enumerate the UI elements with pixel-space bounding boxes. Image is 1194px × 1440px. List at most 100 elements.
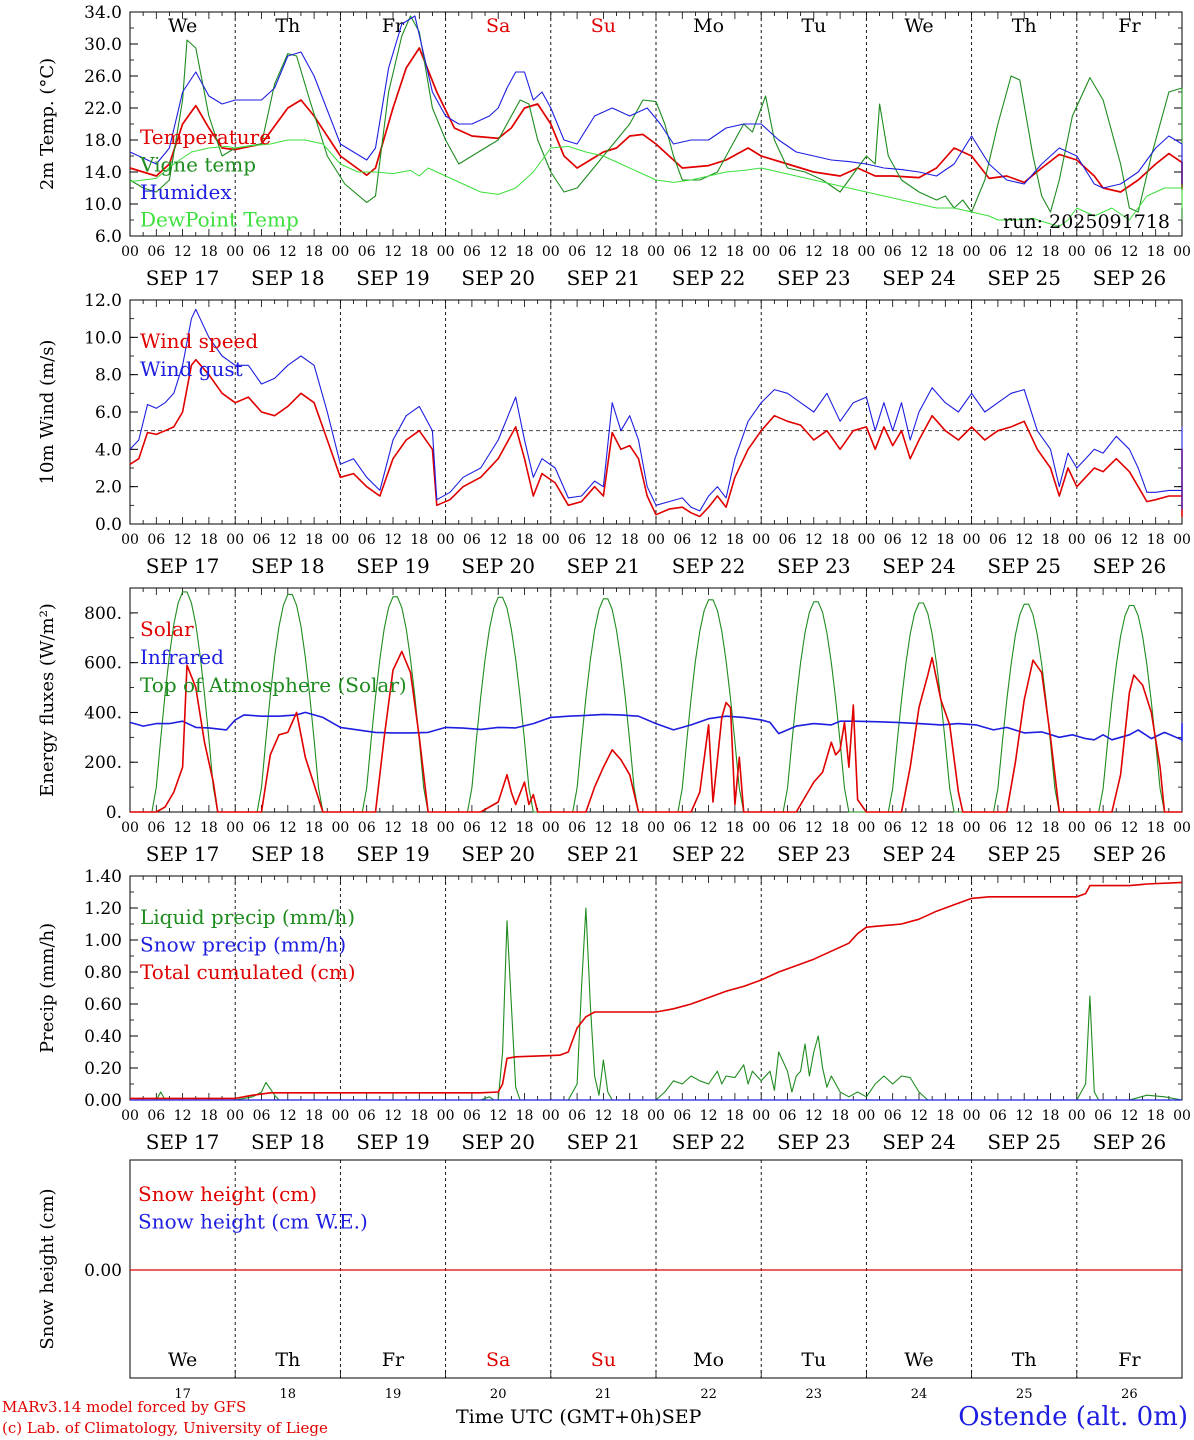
weekday-label: Tu xyxy=(801,1349,826,1371)
hour-tick-label: 00 xyxy=(226,1108,244,1124)
hour-tick-label: 00 xyxy=(1068,820,1086,836)
hour-tick-label: 18 xyxy=(410,820,428,836)
day-number-label: 19 xyxy=(385,1387,402,1402)
hour-tick-label: 06 xyxy=(463,1108,481,1124)
run-label: run: 2025091718 xyxy=(1003,211,1170,233)
date-label: SEP 19 xyxy=(356,266,430,290)
hour-tick-label: 18 xyxy=(621,1108,639,1124)
hour-tick-label: 00 xyxy=(542,532,560,548)
hour-tick-label: 06 xyxy=(568,820,586,836)
hour-tick-label: 00 xyxy=(963,820,981,836)
hour-tick-label: 00 xyxy=(226,244,244,260)
hour-tick-label: 00 xyxy=(331,244,349,260)
panel-energy: 0. 200. 400. 600. 800. Energy fluxes (W/m²) 00… xyxy=(37,587,1191,866)
weekday-label: We xyxy=(904,15,933,37)
hour-tick-label: 18 xyxy=(1147,1108,1165,1124)
y-tick-label: 0. xyxy=(106,803,122,823)
hour-tick-label: 18 xyxy=(621,532,639,548)
hour-tick-label: 12 xyxy=(1120,820,1138,836)
hour-tick-label: 06 xyxy=(989,532,1007,548)
weekday-label: Sa xyxy=(486,1349,510,1371)
hour-tick-label: 06 xyxy=(1094,1108,1112,1124)
hour-tick-label: 06 xyxy=(358,820,376,836)
hour-tick-label: 12 xyxy=(910,532,928,548)
weekday-label: We xyxy=(168,15,197,37)
hour-tick-label: 00 xyxy=(647,1108,665,1124)
weekday-label: Mo xyxy=(693,15,724,37)
hour-tick-label: 06 xyxy=(147,532,165,548)
hour-tick-label: 18 xyxy=(516,532,534,548)
legend-entry: Humidex xyxy=(140,180,232,204)
legend-entry: Vigne temp xyxy=(139,153,256,177)
date-label: SEP 17 xyxy=(146,266,220,290)
hour-tick-label: 12 xyxy=(279,532,297,548)
y-tick-label: 2.0 xyxy=(95,478,122,498)
y-tick-label: 0.40 xyxy=(84,1027,122,1047)
y-tick-label: 10.0 xyxy=(84,328,122,348)
hour-tick-label: 12 xyxy=(594,820,612,836)
hour-tick-label: 12 xyxy=(174,1108,192,1124)
date-label: SEP 24 xyxy=(882,1130,956,1154)
weekday-label: Mo xyxy=(693,1349,724,1371)
y-tick-label: 10.0 xyxy=(84,195,122,215)
hour-tick-label: 18 xyxy=(726,244,744,260)
hour-tick-label: 18 xyxy=(305,820,323,836)
hour-tick-label: 06 xyxy=(253,532,271,548)
hour-tick-label: 12 xyxy=(489,1108,507,1124)
hour-tick-label: 12 xyxy=(594,1108,612,1124)
hour-tick-label: 18 xyxy=(410,244,428,260)
hour-tick-label: 06 xyxy=(253,1108,271,1124)
x-axis-label: Time UTC (GMT+0h)SEP xyxy=(456,1406,701,1428)
hour-tick-label: 18 xyxy=(831,1108,849,1124)
hour-tick-label: 18 xyxy=(516,244,534,260)
hour-tick-label: 00 xyxy=(1173,1108,1191,1124)
hour-tick-label: 12 xyxy=(384,820,402,836)
hour-tick-label: 00 xyxy=(542,820,560,836)
hour-tick-label: 18 xyxy=(726,1108,744,1124)
y-tick-label: 12.0 xyxy=(84,291,122,311)
date-label: SEP 18 xyxy=(251,554,325,578)
hour-tick-label: 00 xyxy=(331,532,349,548)
date-label: SEP 25 xyxy=(987,1130,1061,1154)
hour-tick-label: 18 xyxy=(726,820,744,836)
y-tick-label: 26.0 xyxy=(84,67,122,87)
hour-tick-label: 18 xyxy=(516,1108,534,1124)
date-label: SEP 22 xyxy=(672,266,746,290)
hour-tick-label: 18 xyxy=(726,532,744,548)
y-tick-label: 0.0 xyxy=(95,515,122,535)
hour-tick-label: 12 xyxy=(489,820,507,836)
legend-entry: Snow height (cm) xyxy=(138,1182,317,1206)
y-tick-label: 600. xyxy=(84,654,122,674)
date-label: SEP 22 xyxy=(672,554,746,578)
hour-tick-label: 06 xyxy=(358,244,376,260)
legend-entry: Infrared xyxy=(140,645,224,669)
hour-tick-label: 00 xyxy=(963,244,981,260)
hour-tick-label: 12 xyxy=(384,244,402,260)
hour-tick-label: 06 xyxy=(779,820,797,836)
hour-tick-label: 00 xyxy=(752,244,770,260)
weekday-label: Su xyxy=(591,15,616,37)
y-tick-label: 6.0 xyxy=(95,403,122,423)
hour-tick-label: 06 xyxy=(463,244,481,260)
hour-tick-label: 12 xyxy=(1015,532,1033,548)
date-label: SEP 23 xyxy=(777,1130,851,1154)
date-label: SEP 22 xyxy=(672,1130,746,1154)
weekday-label: Fr xyxy=(382,1349,405,1371)
hour-tick-label: 06 xyxy=(1094,820,1112,836)
panel-frame xyxy=(129,299,1183,525)
hour-tick-label: 12 xyxy=(805,532,823,548)
hour-tick-label: 00 xyxy=(1173,820,1191,836)
hour-tick-label: 18 xyxy=(831,820,849,836)
date-label: SEP 21 xyxy=(567,554,641,578)
weekday-label: Th xyxy=(1012,15,1037,37)
weekday-label: Sa xyxy=(486,15,510,37)
hour-tick-label: 18 xyxy=(936,1108,954,1124)
y-tick-label: 400. xyxy=(84,703,122,723)
date-label: SEP 17 xyxy=(146,842,220,866)
weekday-label: Th xyxy=(1012,1349,1037,1371)
y-tick-label: 14.0 xyxy=(84,163,122,183)
series-humidex-line xyxy=(129,15,1183,189)
hour-tick-label: 18 xyxy=(410,1108,428,1124)
hour-tick-label: 18 xyxy=(936,532,954,548)
